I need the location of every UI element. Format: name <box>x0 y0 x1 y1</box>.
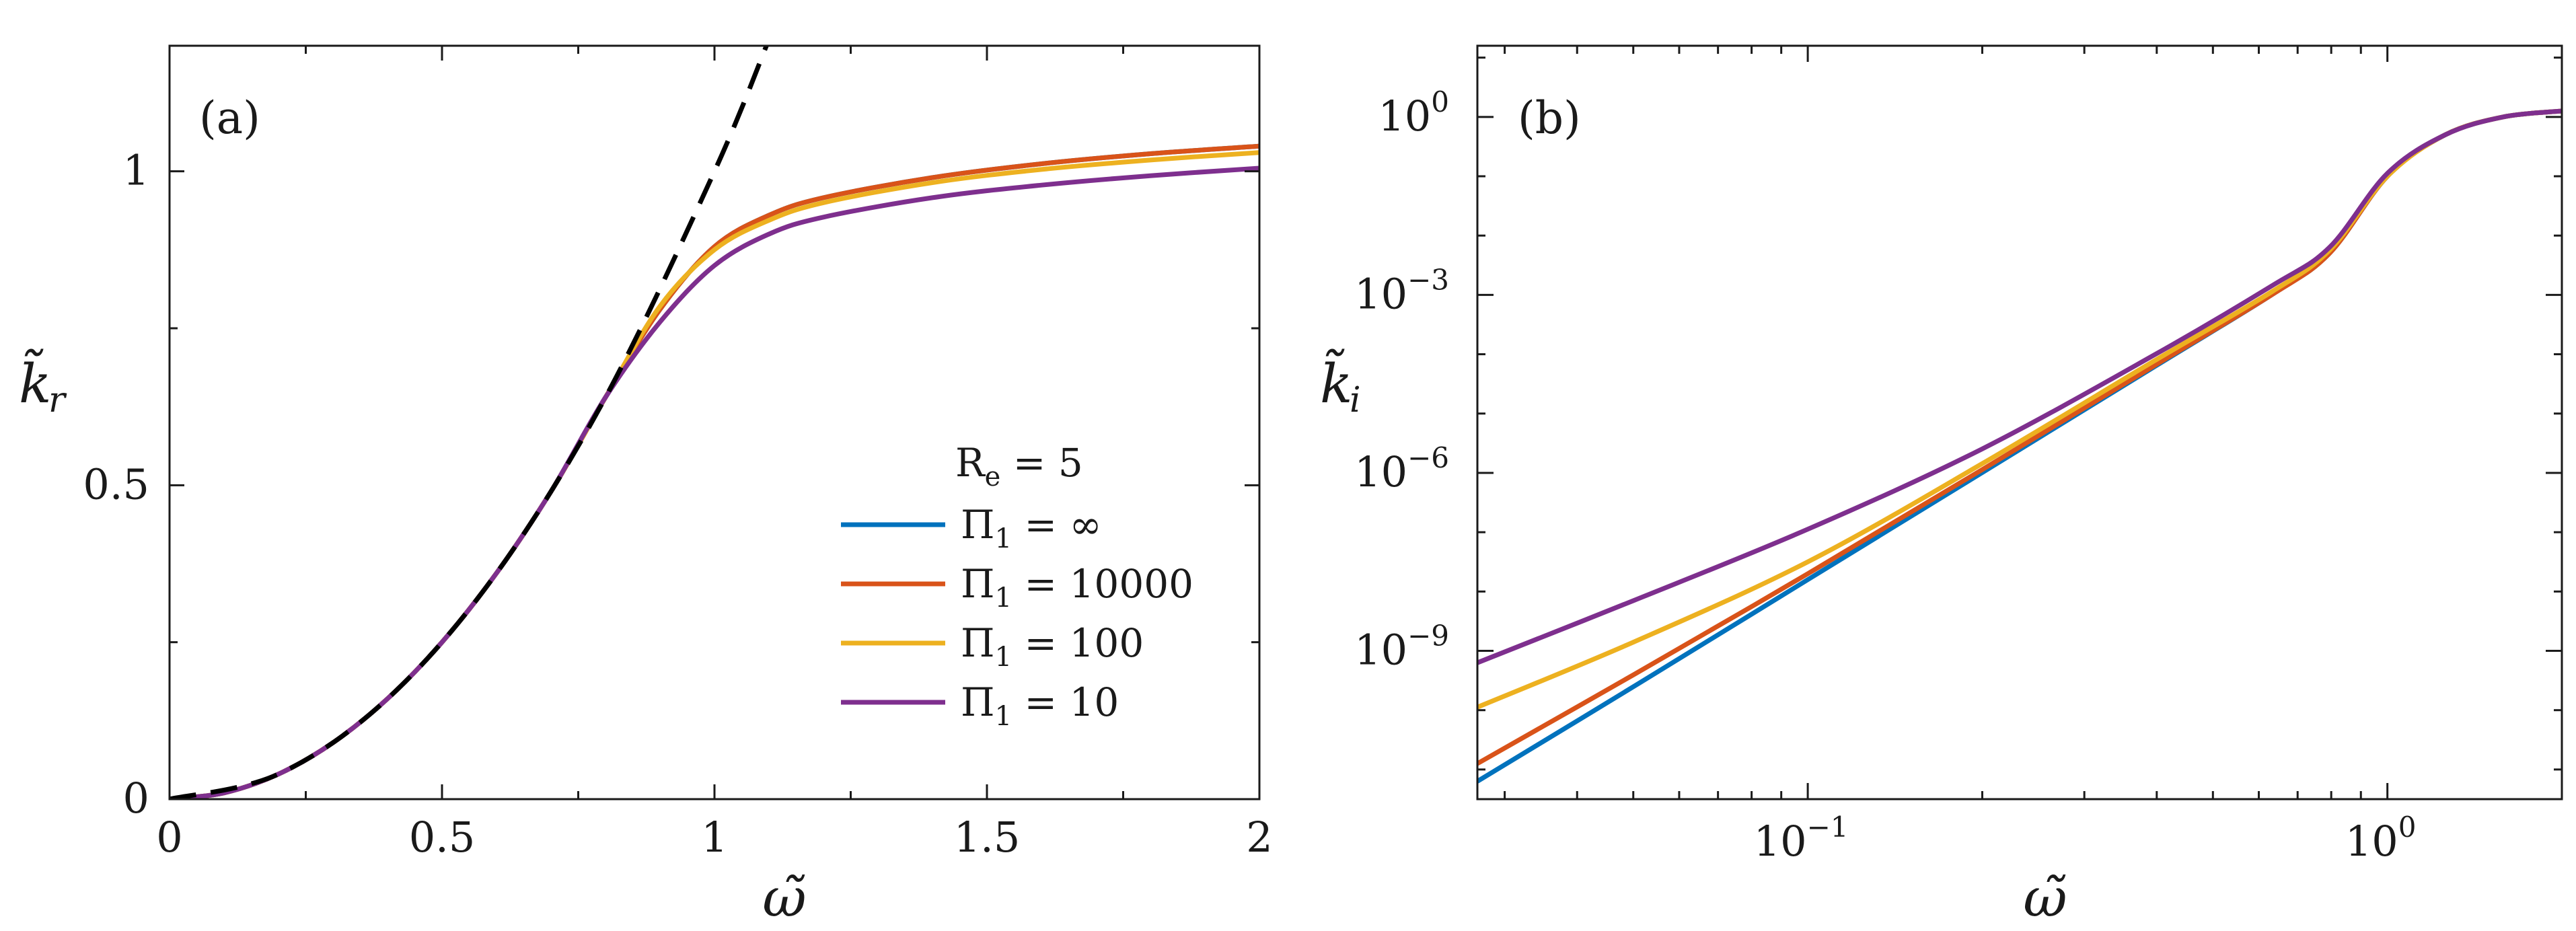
legend-entry: Π1 = 10000 <box>841 561 1193 613</box>
panel-a-xtick-label: 1.5 <box>954 813 1021 862</box>
panel-b-series-1 <box>1477 108 2562 766</box>
panel-b-ytick-label: 10−6 <box>1354 441 1449 496</box>
legend-label: Π1 = 10000 <box>961 561 1193 613</box>
panel-b-ylabel-main: k̃ <box>1320 348 1352 415</box>
panel-a-ylabel-sub: r <box>48 380 67 420</box>
panel-b-series-group <box>1477 108 2562 784</box>
legend-entry: Π1 = ∞ <box>841 502 1102 554</box>
panel-b-ytick-label: 10−9 <box>1354 620 1449 675</box>
panel-b-series-3 <box>1477 108 2562 665</box>
panel-a-xtick-label: 0.5 <box>409 813 476 862</box>
panel-b-ticks: 10−1 100 10−9 10−6 10−3 100 <box>1354 46 2562 866</box>
panel-b-label: (b) <box>1518 92 1581 144</box>
panel-b-xtick-label: 10−1 <box>1754 811 1849 866</box>
legend-entry: Π1 = 100 <box>841 620 1144 673</box>
legend-title: Re = 5 <box>955 440 1083 492</box>
legend-entry: Π1 = 10 <box>841 679 1119 732</box>
legend-label: Π1 = 100 <box>961 620 1144 673</box>
panel-a-y-axis-label: k̃ r <box>19 348 67 420</box>
panel-a-series-group <box>170 46 1259 799</box>
panel-b-series-2 <box>1477 108 2562 710</box>
legend-label: Π1 = ∞ <box>961 502 1102 554</box>
panel-a-series-asymptote <box>170 46 770 799</box>
panel-b-xtick-label: 100 <box>2345 811 2417 866</box>
panel-a-ticks: 0 0.5 1 1.5 2 0 0.5 1 <box>83 46 1273 862</box>
panel-a-ytick-label: 1 <box>123 146 149 195</box>
panel-a-ytick-label: 0 <box>123 774 149 823</box>
panel-b-frame <box>1476 44 2563 800</box>
panel-a-ylabel-main: k̃ <box>19 348 51 415</box>
panel-b-x-axis-label: ω̃ <box>2023 866 2067 929</box>
panel-a-label: (a) <box>199 92 260 144</box>
panel-a-x-axis-label: ω̃ <box>762 866 806 929</box>
panel-b: 10−1 100 10−9 10−6 10−3 100 (b) k̃ i ω̃ <box>1320 44 2563 929</box>
panel-b-ylabel-sub: i <box>1350 380 1361 420</box>
panel-a-xtick-label: 1 <box>701 813 727 862</box>
panel-b-y-axis-label: k̃ i <box>1320 348 1361 420</box>
panel-a-ytick-label: 0.5 <box>83 459 149 509</box>
panel-b-ytick-label: 10−3 <box>1354 263 1449 318</box>
panel-a-xtick-label: 2 <box>1246 813 1272 862</box>
panel-a-frame <box>168 44 1261 800</box>
panel-a-xtick-label: 0 <box>156 813 182 862</box>
legend: Re = 5 Π1 = ∞ Π1 = 10000 Π1 = 100 Π1 = 10 <box>841 440 1193 732</box>
panel-b-ytick-label: 100 <box>1378 85 1449 141</box>
legend-label: Π1 = 10 <box>961 679 1119 732</box>
panel-a: 0 0.5 1 1.5 2 0 0.5 1 (a) k̃ r ω̃ Re = 5 Π1 = ∞… <box>19 44 1273 929</box>
